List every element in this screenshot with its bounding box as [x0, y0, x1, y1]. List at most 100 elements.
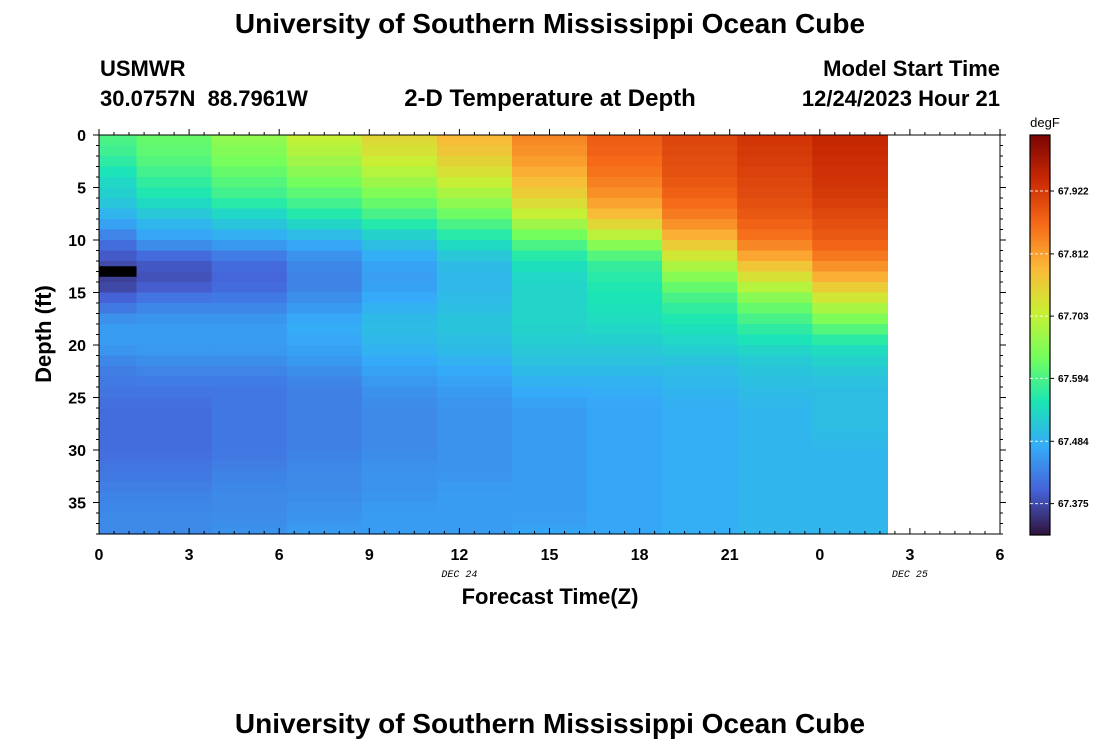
heatmap-cell [286, 261, 363, 273]
heatmap-cell [436, 271, 513, 283]
heatmap-cell [737, 471, 813, 483]
heatmap-cell [136, 292, 213, 304]
heatmap-cell [436, 523, 513, 530]
heatmap-cell [211, 439, 288, 451]
heatmap-cell [662, 166, 738, 178]
heatmap-cell [211, 387, 288, 399]
heatmap-cell [812, 460, 888, 472]
heatmap-cell [512, 282, 588, 294]
heatmap-cell [587, 418, 663, 430]
heatmap-cell [136, 418, 213, 430]
heatmap-cell [587, 229, 663, 241]
heatmap-cell [99, 313, 138, 325]
missing-data-cell [99, 266, 137, 277]
heatmap-cell [99, 366, 138, 378]
heatmap-cell [512, 219, 588, 231]
heatmap-cell [812, 324, 888, 336]
heatmap-cell [136, 250, 213, 262]
heatmap-cell [136, 145, 213, 157]
heatmap-cell [99, 387, 138, 399]
heatmap-cell [361, 229, 438, 241]
heatmap-cell [812, 502, 888, 514]
y-tick-label: 15 [68, 286, 86, 303]
heatmap-cell [286, 492, 363, 504]
heatmap-cell [812, 450, 888, 462]
y-tick-label: 35 [68, 496, 86, 513]
heatmap-cell [662, 502, 738, 514]
heatmap-cell [136, 492, 213, 504]
heatmap-cell [211, 198, 288, 210]
heatmap-cell [812, 334, 888, 346]
x-tick-label: 18 [631, 547, 649, 564]
heatmap-cell [737, 187, 813, 199]
heatmap-cell [361, 324, 438, 336]
heatmap-cell [737, 345, 813, 357]
heatmap-cell [136, 187, 213, 199]
heatmap-cell [587, 313, 663, 325]
heatmap-cell [99, 376, 138, 388]
heatmap-cell [587, 292, 663, 304]
colorbar-ticks: 67.375 67.484 67.594 67.703 67.812 67.922 [1030, 187, 1089, 510]
heatmap-cell [737, 145, 813, 157]
heatmap-cell [737, 292, 813, 304]
heatmap-cell [662, 397, 738, 409]
heatmap-cell [136, 282, 213, 294]
heatmap-cell [512, 313, 588, 325]
day-label: DEC 24 [441, 570, 477, 581]
x-tick-label: 6 [996, 547, 1005, 564]
heatmap-cell [587, 166, 663, 178]
heatmap-cell [99, 292, 138, 304]
heatmap-cell [512, 450, 588, 462]
heatmap-cell [361, 481, 438, 493]
heatmap-cell [436, 334, 513, 346]
heatmap-cell [812, 408, 888, 420]
heatmap-cell [512, 502, 588, 514]
heatmap-cell [737, 387, 813, 399]
heatmap-cell [662, 229, 738, 241]
heatmap-cell [136, 481, 213, 493]
heatmap-cell [286, 334, 363, 346]
heatmap-cell [512, 187, 588, 199]
heatmap-cell [211, 303, 288, 315]
heatmap-cell [662, 429, 738, 441]
heatmap-cell [512, 513, 588, 525]
heatmap-cell [436, 387, 513, 399]
heatmap-cell [512, 523, 588, 530]
footer-title: University of Southern Mississippi Ocean… [234, 708, 866, 739]
heatmap-cell [436, 355, 513, 367]
heatmap-cell [99, 355, 138, 367]
heatmap-cell [812, 219, 888, 231]
heatmap-cell [737, 439, 813, 451]
heatmap-cell [99, 271, 138, 283]
heatmap-cell [662, 250, 738, 262]
colorbar-unit: degF [1030, 115, 1060, 130]
heatmap-cell [436, 135, 513, 141]
heatmap-cell [211, 313, 288, 325]
heatmap-cells [99, 135, 888, 535]
heatmap-cell [662, 198, 738, 210]
heatmap-cell [587, 376, 663, 388]
heatmap-cell [662, 439, 738, 451]
heatmap-cell [211, 145, 288, 157]
heatmap-cell [737, 397, 813, 409]
heatmap-cell [361, 198, 438, 210]
heatmap-cell [211, 334, 288, 346]
heatmap-cell [361, 334, 438, 346]
heatmap-cell [361, 355, 438, 367]
heatmap-cell [436, 145, 513, 157]
heatmap-cell [812, 439, 888, 451]
heatmap-cell [662, 408, 738, 420]
colorbar-gradient [1029, 134, 1051, 536]
heatmap-cell [812, 282, 888, 294]
heatmap-cell [99, 471, 138, 483]
heatmap-cell [436, 292, 513, 304]
heatmap-cell [211, 208, 288, 220]
heatmap-cell [361, 397, 438, 409]
heatmap-cell [587, 135, 663, 141]
heatmap-cell [737, 492, 813, 504]
heatmap-cell [211, 271, 288, 283]
heatmap-cell [286, 523, 363, 530]
heatmap-cell [436, 439, 513, 451]
heatmap-cell [662, 492, 738, 504]
heatmap-cell [812, 166, 888, 178]
